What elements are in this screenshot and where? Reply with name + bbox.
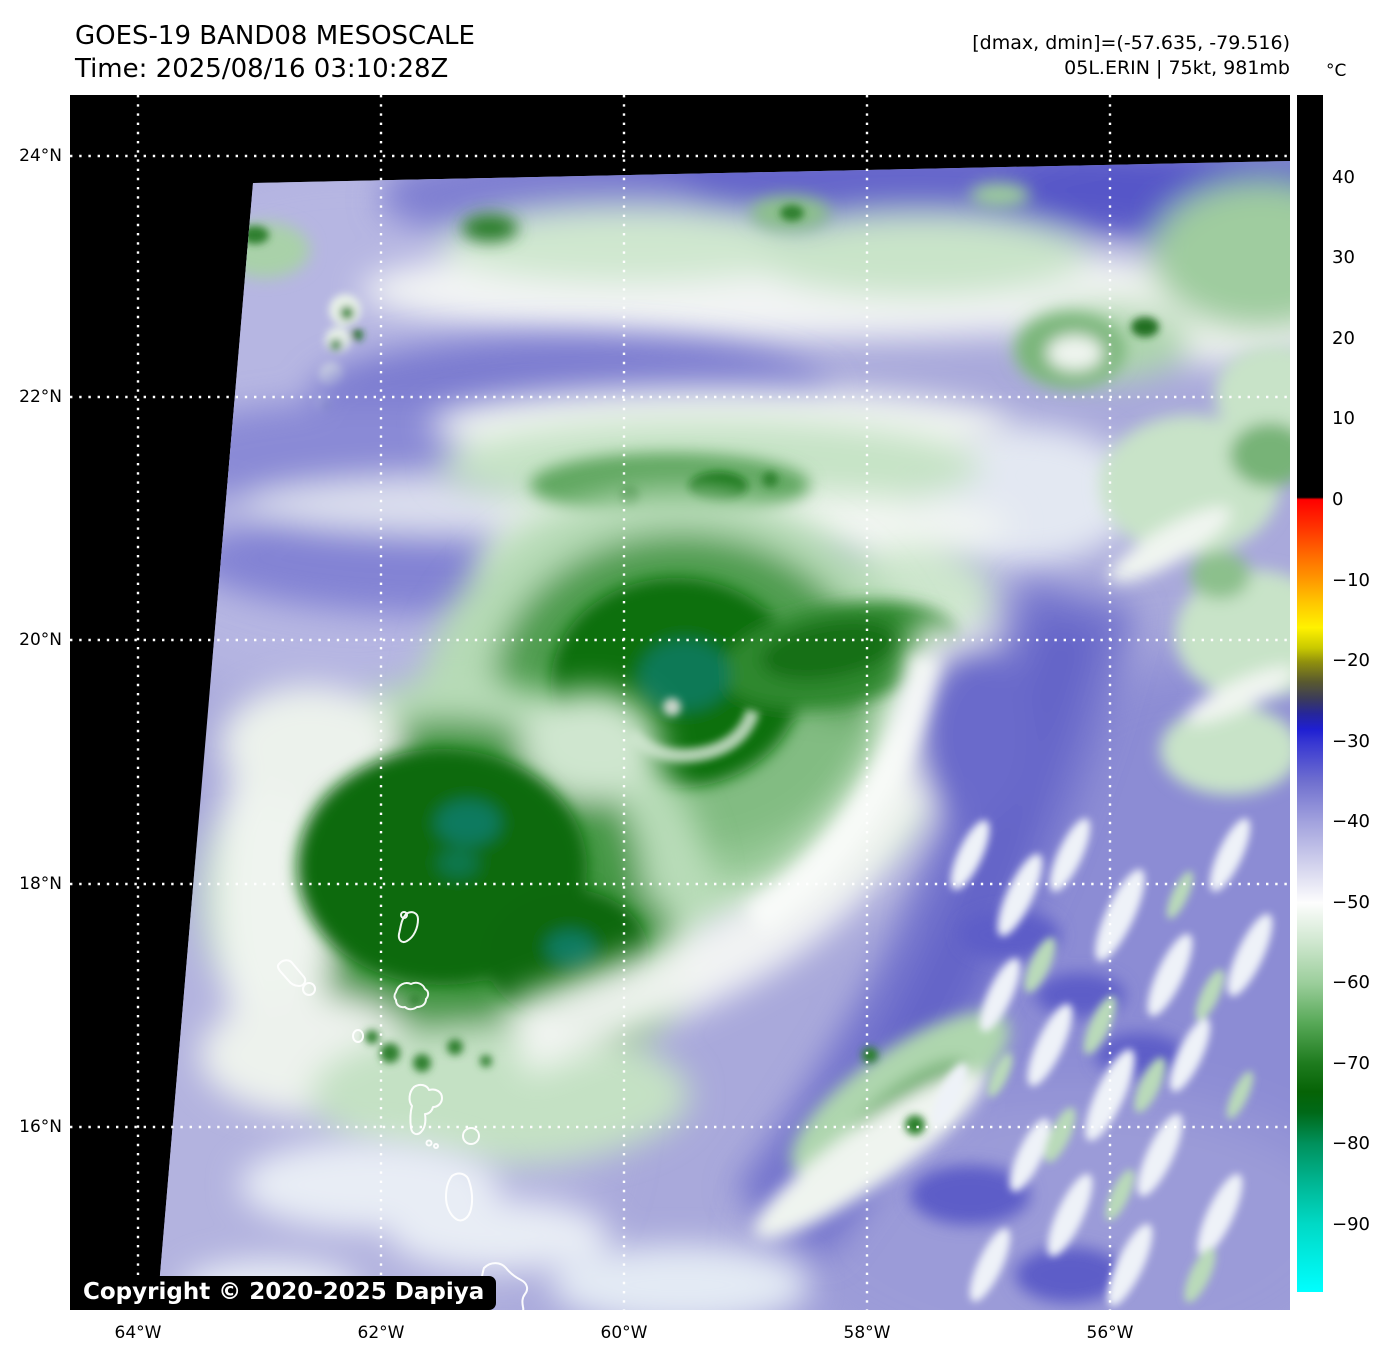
timestamp: Time: 2025/08/16 03:10:28Z — [75, 54, 449, 84]
colorbar-gradient — [1297, 95, 1323, 1292]
latitude-tick-label: 22°N — [19, 387, 62, 407]
island-outline-antigua — [393, 981, 430, 1011]
longitude-tick-label: 56°W — [1086, 1323, 1134, 1343]
range-info: [dmax, dmin]=(-57.635, -79.516) — [972, 32, 1290, 54]
copyright-badge: Copyright © 2020-2025 Dapiya — [71, 1276, 497, 1310]
header-info-block: [dmax, dmin]=(-57.635, -79.516) 05L.ERIN … — [972, 31, 1290, 81]
page-title: GOES-19 BAND08 MESOSCALE — [75, 21, 475, 51]
hurricane-eye — [663, 698, 681, 716]
longitude-tick-label: 62°W — [357, 1323, 405, 1343]
latitude-tick-label: 18°N — [19, 874, 62, 894]
graticule-gridlines — [70, 95, 1290, 1310]
islet-outline — [425, 1139, 433, 1147]
header-title-block: GOES-19 BAND08 MESOSCALE Time: 2025/08/16… — [75, 20, 475, 86]
storm-info: 05L.ERIN | 75kt, 981mb — [1064, 57, 1290, 79]
plot-area — [70, 95, 1290, 1310]
colorbar-tick-label: −30 — [1332, 731, 1370, 752]
longitude-tick-label: 58°W — [843, 1323, 891, 1343]
longitude-tick-label: 60°W — [600, 1323, 648, 1343]
colorbar-tick-label: 30 — [1332, 247, 1355, 268]
feathered-cloud-streaks — [932, 818, 1273, 1307]
colorbar-unit-label: °C — [1326, 61, 1347, 81]
island-outlines — [276, 911, 529, 1310]
colorbar-tick-label: −80 — [1332, 1133, 1370, 1154]
colorbar-tick-label: 40 — [1332, 167, 1355, 188]
island-outline-mariegalante — [462, 1127, 480, 1145]
island-outline-barbuda — [397, 911, 419, 944]
colorbar-tick-label: −40 — [1332, 811, 1370, 832]
colorbar-tick-label: 20 — [1332, 328, 1355, 349]
colorbar-tick-label: −60 — [1332, 972, 1370, 993]
latitude-tick-label: 16°N — [19, 1117, 62, 1137]
satellite-cloud-field — [157, 161, 1290, 1310]
island-outline-montserrat — [352, 1029, 364, 1043]
longitude-tick-label: 64°W — [114, 1323, 162, 1343]
satellite-image — [70, 95, 1290, 1310]
latitude-tick-label: 24°N — [19, 146, 62, 166]
colorbar-tick-label: −20 — [1332, 650, 1370, 671]
island-outline-guadeloupe — [408, 1083, 443, 1136]
latitude-tick-label: 20°N — [19, 630, 62, 650]
colorbar-tick-label: 10 — [1332, 408, 1355, 429]
colorbar-tick-label: −10 — [1332, 570, 1370, 591]
island-outline-stkitts — [276, 959, 307, 987]
islet-outline — [433, 1143, 439, 1149]
island-outline-dominica — [445, 1172, 474, 1222]
colorbar-tick-label: −70 — [1332, 1053, 1370, 1074]
colorbar-tick-label: −90 — [1332, 1214, 1370, 1235]
island-outline-nevis — [302, 982, 316, 996]
colorbar-tick-label: −50 — [1332, 892, 1370, 913]
colorbar-tick-label: 0 — [1332, 489, 1344, 510]
